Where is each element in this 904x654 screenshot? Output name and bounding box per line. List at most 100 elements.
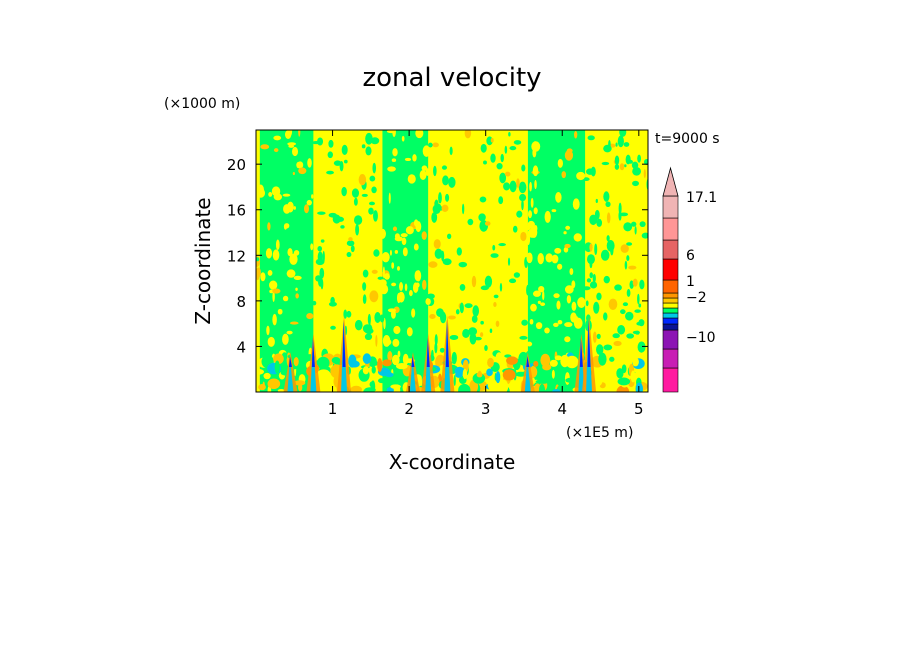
field-speckle: [379, 314, 385, 323]
field-speckle: [593, 301, 600, 314]
field-speckle: [622, 302, 629, 307]
field-speckle: [519, 193, 527, 202]
field-speckle: [626, 289, 631, 297]
field-speckle: [355, 223, 360, 236]
field-speckle: [373, 249, 380, 257]
field-speckle: [287, 201, 294, 213]
field-speckle: [459, 302, 464, 314]
field-speckle: [368, 201, 376, 206]
field-speckle: [327, 151, 333, 159]
field-speckle: [401, 237, 407, 246]
field-speckle-low: [415, 361, 425, 371]
field-speckle: [555, 191, 562, 203]
field-speckle: [365, 146, 372, 156]
field-speckle: [439, 347, 445, 353]
field-speckle: [632, 278, 638, 287]
field-speckle: [496, 162, 503, 170]
field-speckle: [637, 293, 640, 305]
field-speckle: [371, 269, 378, 274]
field-speckle: [571, 280, 576, 289]
field-speckle: [328, 301, 337, 307]
field-speckle-low: [495, 371, 501, 384]
field-speckle-low: [565, 355, 579, 369]
field-speckle: [391, 262, 395, 269]
field-speckle: [373, 210, 378, 222]
field-speckle: [402, 247, 408, 257]
field-speckle: [369, 175, 376, 182]
field-speckle: [433, 239, 441, 249]
field-speckle: [618, 202, 622, 215]
field-speckle: [544, 210, 551, 223]
field-speckle: [498, 196, 504, 205]
field-speckle: [293, 249, 300, 256]
field-speckle-low: [630, 353, 635, 362]
field-speckle: [333, 160, 342, 166]
field-speckle: [267, 336, 275, 347]
field-speckle: [404, 283, 408, 292]
field-band-green-band-0: [259, 130, 314, 392]
field-speckle: [442, 175, 449, 186]
field-speckle: [389, 249, 392, 256]
field-speckle: [530, 226, 538, 238]
field-speckle: [563, 246, 569, 253]
field-speckle: [328, 139, 334, 148]
field-speckle: [400, 233, 408, 238]
field-speckle: [411, 308, 416, 318]
field-speckle: [292, 171, 295, 176]
field-speckle-low: [362, 366, 369, 375]
field-speckle: [619, 163, 625, 171]
x-tick-label: 3: [481, 400, 491, 418]
field-speckle: [396, 292, 401, 304]
field-speckle: [462, 328, 470, 338]
colorbar-segment: [662, 292, 679, 299]
field-speckle: [343, 159, 348, 164]
field-speckle: [346, 240, 355, 247]
field-speckle: [353, 197, 358, 206]
field-speckle: [542, 290, 545, 301]
field-speckle: [341, 186, 347, 197]
field-speckle-low: [273, 353, 284, 365]
field-speckle: [498, 243, 506, 247]
field-speckle-low: [604, 368, 616, 381]
field-speckle: [362, 294, 367, 305]
field-speckle-low: [274, 360, 280, 374]
field-speckle: [292, 146, 299, 157]
field-speckle: [592, 273, 596, 283]
field-speckle: [277, 308, 283, 315]
field-speckle: [449, 334, 459, 340]
plot-area: [256, 130, 648, 392]
field-speckle-low: [293, 380, 306, 386]
colorbar-top-arrow: [662, 166, 679, 197]
field-speckle: [392, 148, 398, 157]
field-speckle: [283, 223, 288, 230]
field-speckle-low: [495, 352, 503, 364]
field-speckle: [480, 320, 484, 325]
field-speckle: [371, 186, 377, 194]
field-speckle: [392, 226, 398, 232]
field-speckle-low: [287, 354, 296, 359]
field-speckle: [361, 193, 368, 197]
field-speckle: [397, 266, 400, 271]
field-speckle: [632, 167, 641, 176]
field-speckle: [590, 166, 596, 177]
field-speckle: [434, 342, 438, 354]
field-speckle: [601, 161, 610, 166]
field-speckle: [311, 194, 314, 199]
field-speckle: [464, 130, 472, 139]
field-speckle-low: [554, 355, 562, 361]
field-speckle-low: [256, 368, 265, 375]
field-speckle: [596, 292, 602, 301]
y-tick-label: 20: [227, 156, 246, 174]
field-speckle: [483, 160, 487, 165]
field-speckle: [397, 350, 401, 358]
field-speckle: [372, 162, 377, 174]
field-speckle: [407, 174, 416, 184]
field-speckle: [469, 332, 477, 345]
field-speckle: [617, 135, 624, 148]
jet-core: [426, 337, 430, 367]
field-speckle: [441, 204, 449, 213]
field-speckle: [532, 290, 541, 297]
field-speckle-low: [384, 375, 392, 388]
field-speckle: [589, 261, 593, 269]
field-speckle: [287, 142, 297, 146]
